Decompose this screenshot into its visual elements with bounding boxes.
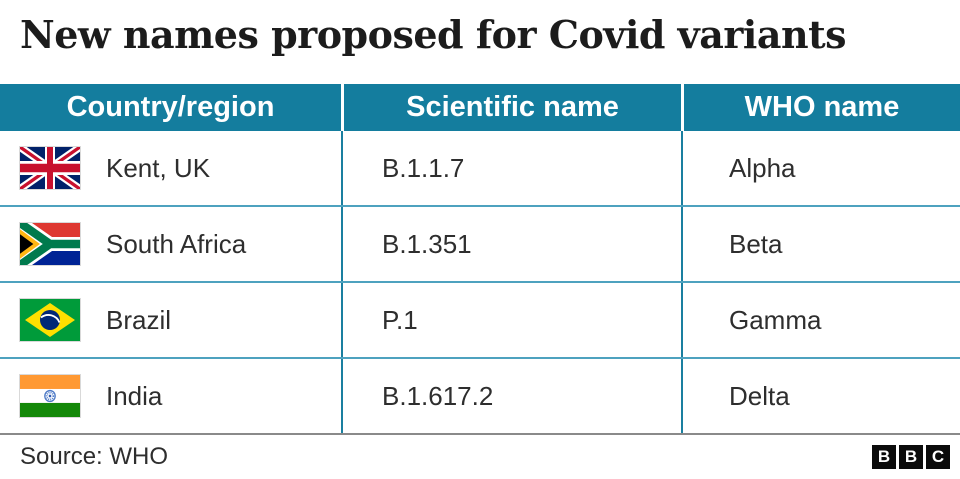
footer: Source: WHO B B C xyxy=(0,435,960,478)
country-cell: Kent, UK xyxy=(0,131,341,205)
country-label: Kent, UK xyxy=(106,152,211,183)
country-cell: South Africa xyxy=(0,207,341,281)
uk-flag-icon xyxy=(20,147,80,189)
scientific-name-cell: B.1.351 xyxy=(341,207,681,281)
who-name-cell: Alpha xyxy=(681,131,960,205)
scientific-name-cell: B.1.617.2 xyxy=(341,359,681,433)
who-name-cell: Gamma xyxy=(681,283,960,357)
south-africa-flag-icon xyxy=(20,223,80,265)
table-row: Kent, UK B.1.1.7 Alpha xyxy=(0,131,960,207)
bbc-logo-block: B xyxy=(872,444,896,469)
column-header-who: WHO name xyxy=(681,84,960,131)
table-row: Brazil P.1 Gamma xyxy=(0,283,960,359)
country-label: India xyxy=(106,380,163,411)
column-header-country: Country/region xyxy=(66,91,275,123)
country-cell: Brazil xyxy=(0,283,341,357)
scientific-name-cell: B.1.1.7 xyxy=(341,131,681,205)
table-header: Country/region Scientific name WHO name xyxy=(0,84,960,131)
who-name-cell: Delta xyxy=(681,359,960,433)
page-title: New names proposed for Covid variants xyxy=(20,12,847,57)
bbc-logo-block: C xyxy=(926,444,950,469)
bbc-logo-block: B xyxy=(899,444,923,469)
table-row: South Africa B.1.351 Beta xyxy=(0,207,960,283)
country-cell: India xyxy=(0,359,341,433)
bbc-logo: B B C xyxy=(872,444,950,469)
scientific-name-cell: P.1 xyxy=(341,283,681,357)
country-label: South Africa xyxy=(106,228,247,259)
source-label: Source: WHO xyxy=(20,442,169,470)
brazil-flag-icon xyxy=(20,299,80,341)
table-row: India B.1.617.2 Delta xyxy=(0,359,960,435)
who-name-cell: Beta xyxy=(681,207,960,281)
column-header-scientific: Scientific name xyxy=(341,84,681,131)
india-flag-icon xyxy=(20,375,80,417)
country-label: Brazil xyxy=(106,304,172,335)
